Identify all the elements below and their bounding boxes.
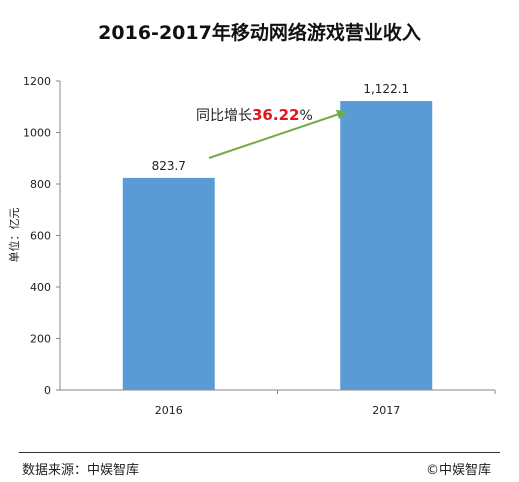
y-tick-label: 0 <box>44 384 51 397</box>
x-tick-label: 2017 <box>372 404 400 417</box>
bar-2016 <box>122 177 215 390</box>
x-tick-label: 2016 <box>155 404 183 417</box>
growth-value: 36.22 <box>252 106 299 124</box>
growth-annotation: 同比增长36.22% <box>196 106 313 124</box>
y-tick-label: 600 <box>30 230 51 243</box>
y-axis-label: 单位：亿元 <box>7 208 21 263</box>
growth-prefix: 同比增长 <box>196 108 252 124</box>
y-tick-label: 400 <box>30 281 51 294</box>
growth-suffix: % <box>299 108 312 124</box>
y-tick-label: 1200 <box>23 75 51 88</box>
y-tick-label: 800 <box>30 178 51 191</box>
chart-title: 2016-2017年移动网络游戏营业收入 <box>98 22 421 44</box>
growth-arrow <box>208 109 347 159</box>
bar-value-label: 1,122.1 <box>363 82 409 96</box>
y-tick-label: 200 <box>30 333 51 346</box>
data-source: 数据来源：中娱智库 <box>22 463 140 478</box>
bar-2017 <box>340 101 433 390</box>
copyright: ©中娱智库 <box>425 463 491 478</box>
y-tick-label: 1000 <box>23 127 51 140</box>
footer-divider <box>19 452 500 453</box>
bar-value-label: 823.7 <box>152 159 186 173</box>
